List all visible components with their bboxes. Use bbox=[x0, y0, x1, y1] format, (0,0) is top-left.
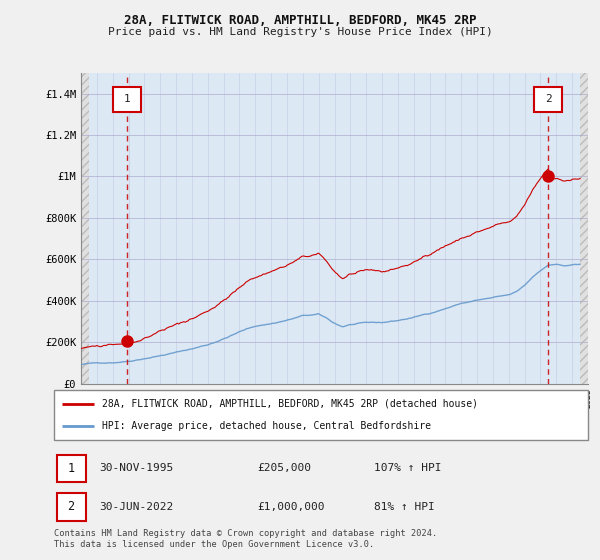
Bar bbox=[580, 73, 588, 384]
Text: 2: 2 bbox=[545, 94, 552, 104]
Text: 107% ↑ HPI: 107% ↑ HPI bbox=[374, 464, 442, 473]
Text: £1,000,000: £1,000,000 bbox=[257, 502, 325, 512]
Text: 30-NOV-1995: 30-NOV-1995 bbox=[100, 464, 173, 473]
FancyBboxPatch shape bbox=[56, 493, 86, 521]
Text: 28A, FLITWICK ROAD, AMPTHILL, BEDFORD, MK45 2RP (detached house): 28A, FLITWICK ROAD, AMPTHILL, BEDFORD, M… bbox=[102, 399, 478, 409]
Text: Contains HM Land Registry data © Crown copyright and database right 2024.
This d: Contains HM Land Registry data © Crown c… bbox=[54, 529, 437, 549]
Text: 1: 1 bbox=[124, 94, 131, 104]
Text: Price paid vs. HM Land Registry's House Price Index (HPI): Price paid vs. HM Land Registry's House … bbox=[107, 27, 493, 37]
FancyBboxPatch shape bbox=[535, 87, 562, 111]
Bar bbox=[81, 73, 89, 384]
Text: 30-JUN-2022: 30-JUN-2022 bbox=[100, 502, 173, 512]
Text: 1: 1 bbox=[68, 462, 74, 475]
FancyBboxPatch shape bbox=[56, 455, 86, 482]
Text: HPI: Average price, detached house, Central Bedfordshire: HPI: Average price, detached house, Cent… bbox=[102, 421, 431, 431]
Text: £205,000: £205,000 bbox=[257, 464, 311, 473]
Text: 2: 2 bbox=[68, 501, 74, 514]
Text: 28A, FLITWICK ROAD, AMPTHILL, BEDFORD, MK45 2RP: 28A, FLITWICK ROAD, AMPTHILL, BEDFORD, M… bbox=[124, 14, 476, 27]
Text: 81% ↑ HPI: 81% ↑ HPI bbox=[374, 502, 435, 512]
FancyBboxPatch shape bbox=[113, 87, 141, 111]
FancyBboxPatch shape bbox=[54, 390, 588, 440]
